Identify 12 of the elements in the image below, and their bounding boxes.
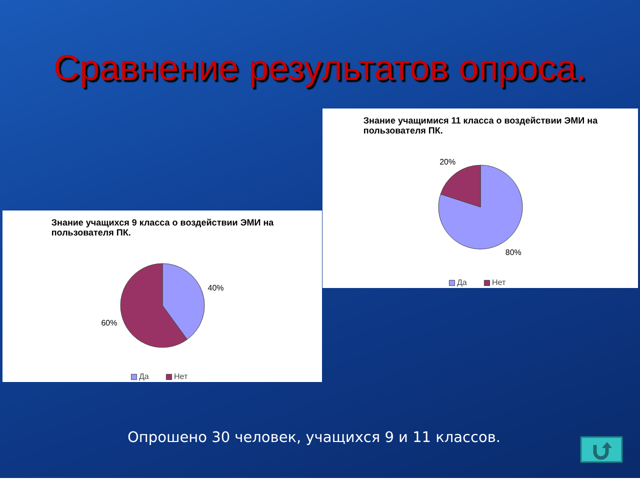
data-label: 80% xyxy=(505,248,522,257)
text: Сравнение результатов опроса. xyxy=(52,46,588,90)
text: Опрошено 30 человек, учащихся 9 и 11 классов. xyxy=(126,429,502,448)
legend-label: Нет xyxy=(492,278,507,287)
legend-label: Да xyxy=(457,278,468,287)
chart-title: Знание учащихся 9 класса о воздействии ЭМИ на пользователя ПК. xyxy=(51,218,275,238)
legend-label: Да xyxy=(139,372,150,381)
data-label: 40% xyxy=(208,284,224,293)
chart-title: Знание учащимися 11 класса о воздействии ЭМИ на пользователя ПК. xyxy=(363,116,599,136)
legend-label: Нет xyxy=(174,372,189,381)
data-label: 20% xyxy=(440,157,456,166)
data-label: 60% xyxy=(101,318,118,328)
